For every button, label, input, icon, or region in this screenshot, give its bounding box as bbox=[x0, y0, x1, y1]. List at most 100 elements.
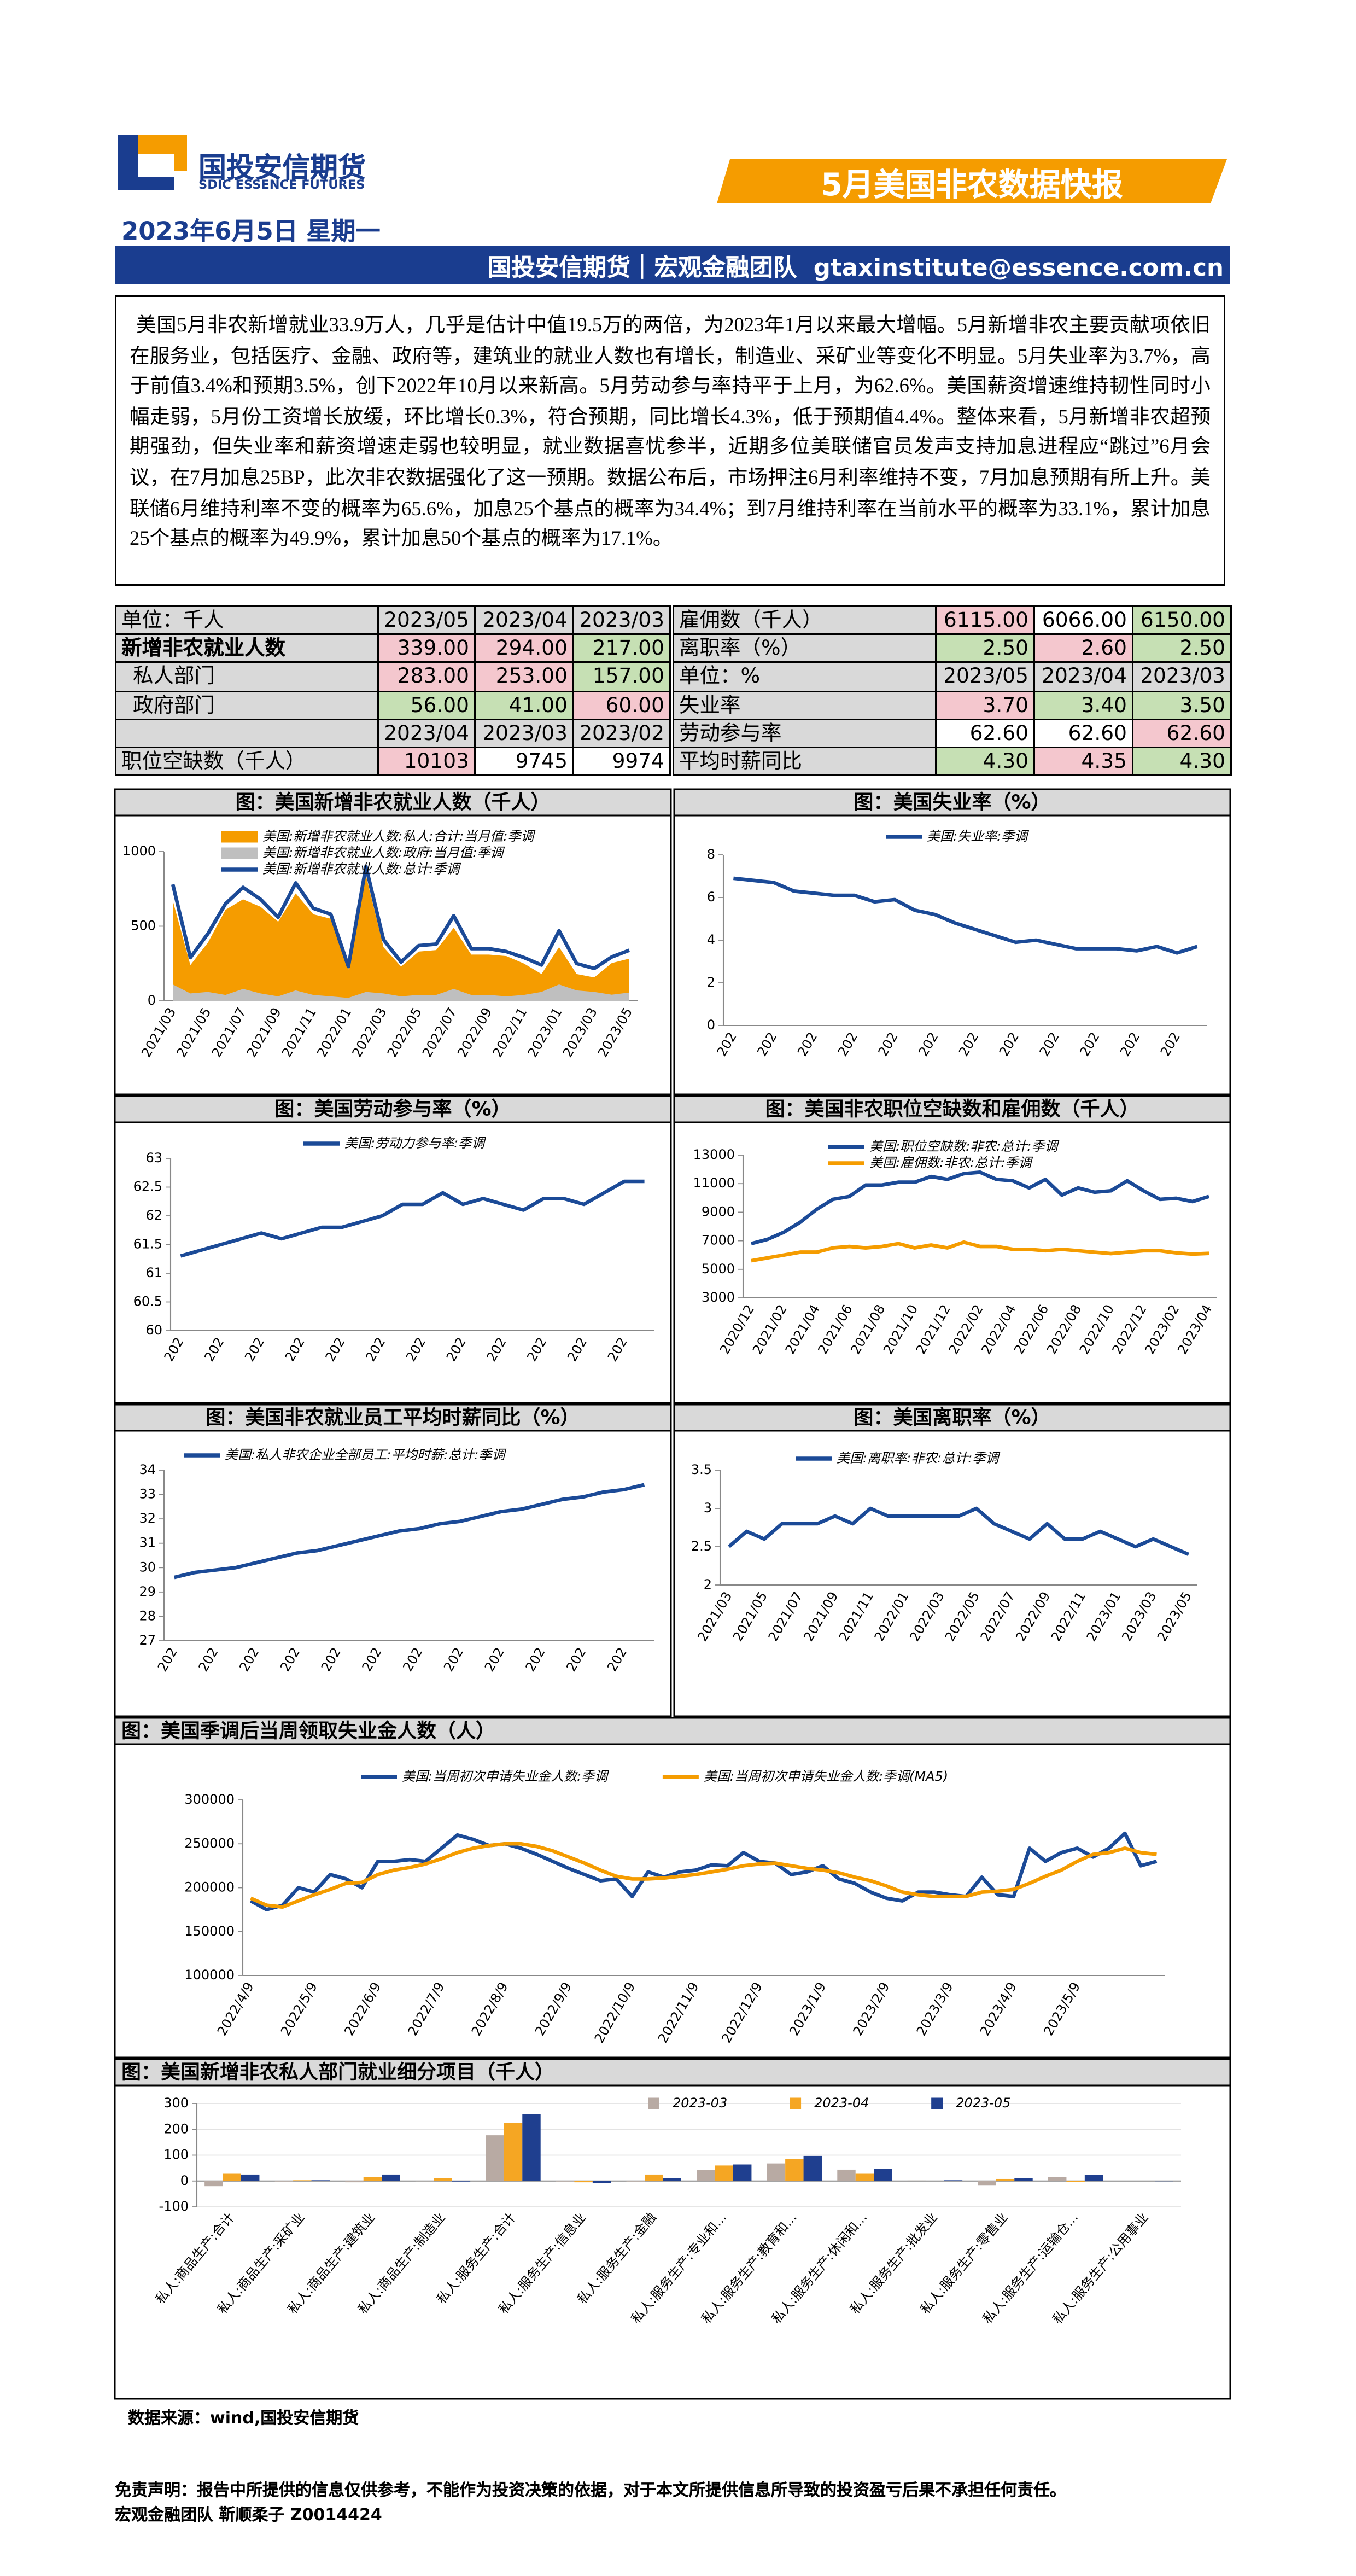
line bbox=[171, 865, 630, 971]
table-cell: 2023/03 bbox=[1133, 663, 1232, 692]
bar bbox=[274, 2181, 294, 2182]
y-tick-label: 6 bbox=[707, 889, 715, 905]
legend-swatch bbox=[221, 847, 258, 859]
table-cell: 2023/04 bbox=[379, 720, 476, 748]
y-tick-label: 28 bbox=[139, 1608, 156, 1623]
source: 数据来源：wind,国投安信期货 bbox=[128, 2410, 359, 2428]
row-label: 单位：千人 bbox=[116, 607, 379, 636]
y-tick-label: 500 bbox=[131, 918, 156, 934]
table-cell: 3.50 bbox=[1133, 691, 1232, 720]
table-cell: 2023/04 bbox=[1035, 663, 1133, 692]
table-cell: 339.00 bbox=[379, 635, 476, 664]
legend-label: 美国:失业率:季调 bbox=[927, 829, 1029, 844]
y-tick-label: 0 bbox=[148, 993, 156, 1008]
chart-title-bar bbox=[114, 2058, 1231, 2087]
y-tick-label: 27 bbox=[139, 1633, 156, 1648]
y-tick-label: 9000 bbox=[702, 1204, 735, 1219]
chart-frame bbox=[114, 2058, 1231, 2400]
table-cell: 4.30 bbox=[937, 748, 1035, 777]
disclaimer: 免责声明：报告中所提供的信息仅供参考，不能作为投资决策的依据，对于本文所提供信息… bbox=[115, 2482, 1066, 2501]
line bbox=[733, 876, 1198, 955]
y-tick-label: 62 bbox=[145, 1208, 162, 1223]
bar bbox=[574, 2181, 593, 2183]
table-cell: 157.00 bbox=[574, 663, 671, 692]
team-line: 国投安信期货｜宏观金融团队 gtaxinstitute@essence.com.… bbox=[115, 249, 1224, 284]
chart-title-bar bbox=[673, 788, 1231, 817]
legend-label: 美国:新增非农就业人数:私人:合计:当月值:季调 bbox=[262, 829, 535, 844]
logo-en: SDIC ESSENCE FUTURES bbox=[198, 177, 365, 192]
y-tick-label: 61.5 bbox=[133, 1237, 162, 1252]
row-label: 新增非农就业人数 bbox=[116, 635, 379, 664]
y-tick-label: 300000 bbox=[184, 1792, 235, 1807]
report-title: 5月美国非农数据快报 bbox=[821, 167, 1123, 203]
bar bbox=[697, 2170, 715, 2181]
line bbox=[728, 1506, 1190, 1557]
legend-label: 美国:私人非农企业全部员工:平均时薪:总计:季调 bbox=[225, 1447, 506, 1462]
legend-label: 美国:职位空缺数:非农:总计:季调 bbox=[869, 1139, 1059, 1154]
y-tick-label: 2 bbox=[707, 975, 715, 990]
chart-title-bar bbox=[114, 1403, 672, 1432]
table-cell: 6150.00 bbox=[1133, 607, 1232, 636]
row-label bbox=[116, 720, 379, 748]
row-label: 劳动参与率 bbox=[674, 720, 937, 748]
table-cell: 283.00 bbox=[379, 663, 476, 692]
table-cell: 62.60 bbox=[937, 720, 1035, 748]
chart-title-bar bbox=[114, 1717, 1231, 1745]
table-cell: 9745 bbox=[476, 748, 574, 777]
y-tick-label: 29 bbox=[139, 1584, 156, 1599]
bar bbox=[803, 2155, 822, 2181]
y-tick-label: 33 bbox=[139, 1487, 156, 1502]
table-cell: 2023/04 bbox=[476, 607, 574, 636]
row-label: 单位：% bbox=[674, 663, 937, 692]
chart-title: 图：美国季调后当周领取失业金人数（人） bbox=[121, 1720, 495, 1742]
y-tick-label: 31 bbox=[139, 1535, 156, 1551]
logo-mark bbox=[138, 154, 174, 177]
bar bbox=[1084, 2175, 1103, 2181]
table-cell: 60.00 bbox=[574, 691, 671, 720]
logo bbox=[118, 135, 187, 190]
y-tick-label: 30 bbox=[139, 1559, 156, 1575]
report-date: 2023年6月5日 星期一 bbox=[121, 217, 381, 246]
legend-swatch bbox=[221, 831, 258, 843]
y-tick-label: 300 bbox=[163, 2095, 189, 2111]
bar bbox=[223, 2173, 241, 2181]
bar bbox=[978, 2181, 996, 2186]
chart-title: 图：美国新增非农就业人数（千人） bbox=[235, 791, 550, 814]
table-cell: 10103 bbox=[379, 748, 476, 777]
chart-frame bbox=[673, 1403, 1231, 1717]
bar bbox=[556, 2181, 575, 2182]
bar bbox=[293, 2180, 312, 2181]
line bbox=[173, 1483, 645, 1580]
table-cell: 2.50 bbox=[1133, 635, 1232, 664]
y-tick-label: 62.5 bbox=[133, 1179, 162, 1194]
y-tick-label: 34 bbox=[139, 1462, 156, 1477]
bar bbox=[592, 2181, 611, 2184]
chart-title-bar bbox=[114, 788, 672, 817]
area bbox=[173, 875, 629, 1001]
y-tick-label: 3 bbox=[704, 1500, 712, 1516]
table-cell: 2.60 bbox=[1035, 635, 1133, 664]
bar bbox=[486, 2135, 504, 2181]
table-cell: 3.40 bbox=[1035, 691, 1133, 720]
table-cell: 217.00 bbox=[574, 635, 671, 664]
row-label: 政府部门 bbox=[116, 691, 379, 720]
legend-label: 美国:雇佣数:非农:总计:季调 bbox=[869, 1155, 1033, 1170]
table-cell: 62.60 bbox=[1035, 720, 1133, 748]
table-cell: 3.70 bbox=[937, 691, 1035, 720]
chart-frame bbox=[673, 788, 1231, 1095]
bar bbox=[785, 2159, 804, 2181]
banner-shape bbox=[717, 159, 1227, 203]
row-label: 失业率 bbox=[674, 691, 937, 720]
team: 国投安信期货｜宏观金融团队 bbox=[487, 256, 797, 282]
table-cell: 2023/05 bbox=[937, 663, 1035, 692]
legend-label: 美国:当周初次申请失业金人数:季调(MA5) bbox=[704, 1769, 948, 1784]
y-tick-label: 0 bbox=[707, 1017, 715, 1033]
y-tick-label: 60.5 bbox=[133, 1294, 162, 1309]
chart-title: 图：美国劳动参与率（%） bbox=[274, 1098, 511, 1121]
y-tick-label: 200 bbox=[163, 2121, 189, 2136]
row-label: 职位空缺数（千人） bbox=[116, 748, 379, 777]
y-tick-label: 32 bbox=[139, 1511, 156, 1526]
